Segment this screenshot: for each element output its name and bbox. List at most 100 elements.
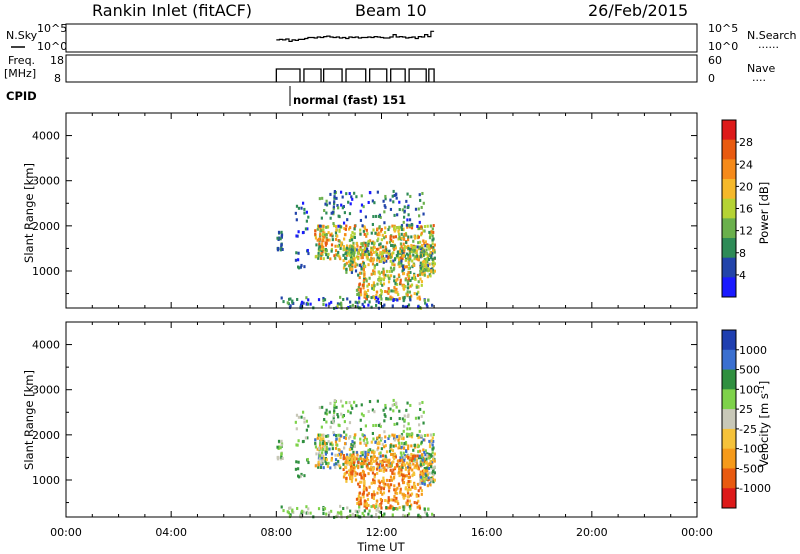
- power-echo-cell: [383, 221, 386, 225]
- power-echo-cell: [396, 291, 399, 295]
- power-echo-cell: [388, 240, 392, 244]
- power-echo-cell: [354, 269, 358, 273]
- velocity-echo-cell: [363, 455, 367, 459]
- velocity-echo-cell: [393, 453, 396, 457]
- power-echo-cell: [334, 256, 337, 260]
- power-echo-cell: [286, 301, 289, 305]
- velocity-echo-cell: [390, 478, 394, 482]
- power-echo-cell: [362, 267, 365, 271]
- power-echo-cell: [327, 231, 330, 235]
- frequency-scan-segment: [428, 68, 435, 82]
- velocity-echo-cell: [381, 454, 385, 458]
- power-echo-cell: [382, 257, 385, 261]
- velocity-echo-cell: [315, 452, 318, 456]
- power-echo-cell: [295, 251, 298, 255]
- power-echo-cell: [406, 293, 409, 297]
- power-echo-cell: [433, 248, 436, 252]
- velocity-echo-cell: [420, 442, 423, 446]
- velocity-echo-cell: [392, 460, 395, 464]
- velocity-echo-cell: [278, 445, 281, 449]
- velocity-echo-cell: [372, 437, 375, 441]
- velocity-echo-cell: [405, 474, 408, 478]
- velocity-echo-cell: [390, 461, 394, 465]
- power-echo-cell: [423, 251, 426, 255]
- power-echo-cell: [417, 290, 420, 294]
- power-echo-cell: [322, 248, 326, 252]
- nave-label-dots: ....: [752, 71, 766, 84]
- velocity-echo-cell: [364, 500, 368, 504]
- power-echo-cell: [365, 255, 368, 259]
- power-echo-cell: [355, 305, 358, 309]
- power-echo-cell: [350, 234, 353, 238]
- power-echo-cell: [407, 271, 410, 275]
- power-echo-cell: [394, 257, 397, 261]
- velocity-echo-cell: [429, 483, 432, 487]
- power-echo-cell: [314, 229, 317, 233]
- power-echo-cell: [404, 285, 407, 289]
- power-echo-cell: [359, 209, 362, 213]
- power-echo-cell: [359, 232, 362, 236]
- power-echo-cell: [322, 238, 325, 242]
- velocity-echo-cell: [362, 438, 365, 442]
- velocity-echo-cell: [347, 514, 350, 518]
- velocity-echo-cell: [406, 434, 409, 438]
- velocity-echo-cell: [383, 512, 386, 516]
- power-echo-cell: [402, 296, 405, 300]
- power-echo-cell: [329, 216, 332, 220]
- velocity-echo-cell: [417, 416, 420, 420]
- power-echo-cell: [323, 233, 327, 237]
- velocity-echo-cell: [378, 468, 381, 472]
- velocity-echo-cell: [383, 413, 386, 417]
- power-echo-cell: [421, 249, 424, 253]
- power-echo-cell: [337, 206, 340, 210]
- velocity-echo-cell: [386, 499, 389, 503]
- velocity-echo-cell: [318, 457, 321, 461]
- power-echo-cell: [364, 241, 367, 245]
- power-echo-cell: [353, 224, 357, 228]
- power-echo-cell: [384, 197, 387, 201]
- power-echo-cell: [305, 210, 308, 214]
- power-echo-cell: [356, 305, 359, 309]
- power-echo-cell: [430, 251, 434, 255]
- velocity-echo-cell: [357, 457, 360, 461]
- velocity-echo-cell: [432, 458, 435, 462]
- power-echo-cell: [409, 194, 412, 198]
- power-echo-cell: [433, 269, 437, 273]
- power-echo-cell: [406, 192, 409, 196]
- power-echo-cell: [402, 287, 406, 291]
- power-echo-cell: [412, 274, 416, 278]
- velocity-echo-cell: [412, 472, 415, 476]
- power-echo-cell: [415, 254, 418, 258]
- velocity-echo-cell: [277, 455, 280, 459]
- power-echo-cell: [419, 261, 422, 265]
- velocity-echo-cell: [363, 509, 366, 513]
- power-echo-cell: [418, 273, 422, 277]
- power-echo-cell: [328, 201, 331, 205]
- velocity-echo-cell: [378, 504, 381, 508]
- power-echo-cell: [401, 254, 404, 258]
- power-echo-cell: [374, 231, 377, 235]
- power-echo-cell: [305, 219, 308, 223]
- velocity-echo-cell: [377, 440, 380, 444]
- velocity-echo-cell: [378, 464, 381, 468]
- velocity-echo-cell: [401, 478, 404, 482]
- velocity-echo-cell: [402, 505, 405, 509]
- velocity-echo-cell: [361, 433, 364, 437]
- power-echo-cell: [365, 279, 368, 283]
- velocity-echo-cell: [425, 457, 428, 461]
- power-echo-cell: [401, 265, 405, 269]
- velocity-echo-cell: [374, 440, 377, 444]
- power-echo-cell: [348, 252, 351, 256]
- power-echo-cell: [406, 286, 409, 290]
- velocity-echo-cell: [306, 436, 309, 440]
- velocity-echo-cell: [426, 452, 429, 456]
- velocity-echo-cell: [433, 459, 436, 463]
- power-echo-cell: [410, 235, 413, 239]
- power-echo-cell: [386, 274, 389, 278]
- velocity-echo-cell: [418, 423, 421, 427]
- power-echo-cell: [351, 303, 354, 307]
- power-echo-cell: [305, 302, 308, 306]
- velocity-echo-cell: [318, 406, 321, 410]
- velocity-echo-cell: [381, 514, 384, 518]
- power-echo-cell: [386, 250, 389, 254]
